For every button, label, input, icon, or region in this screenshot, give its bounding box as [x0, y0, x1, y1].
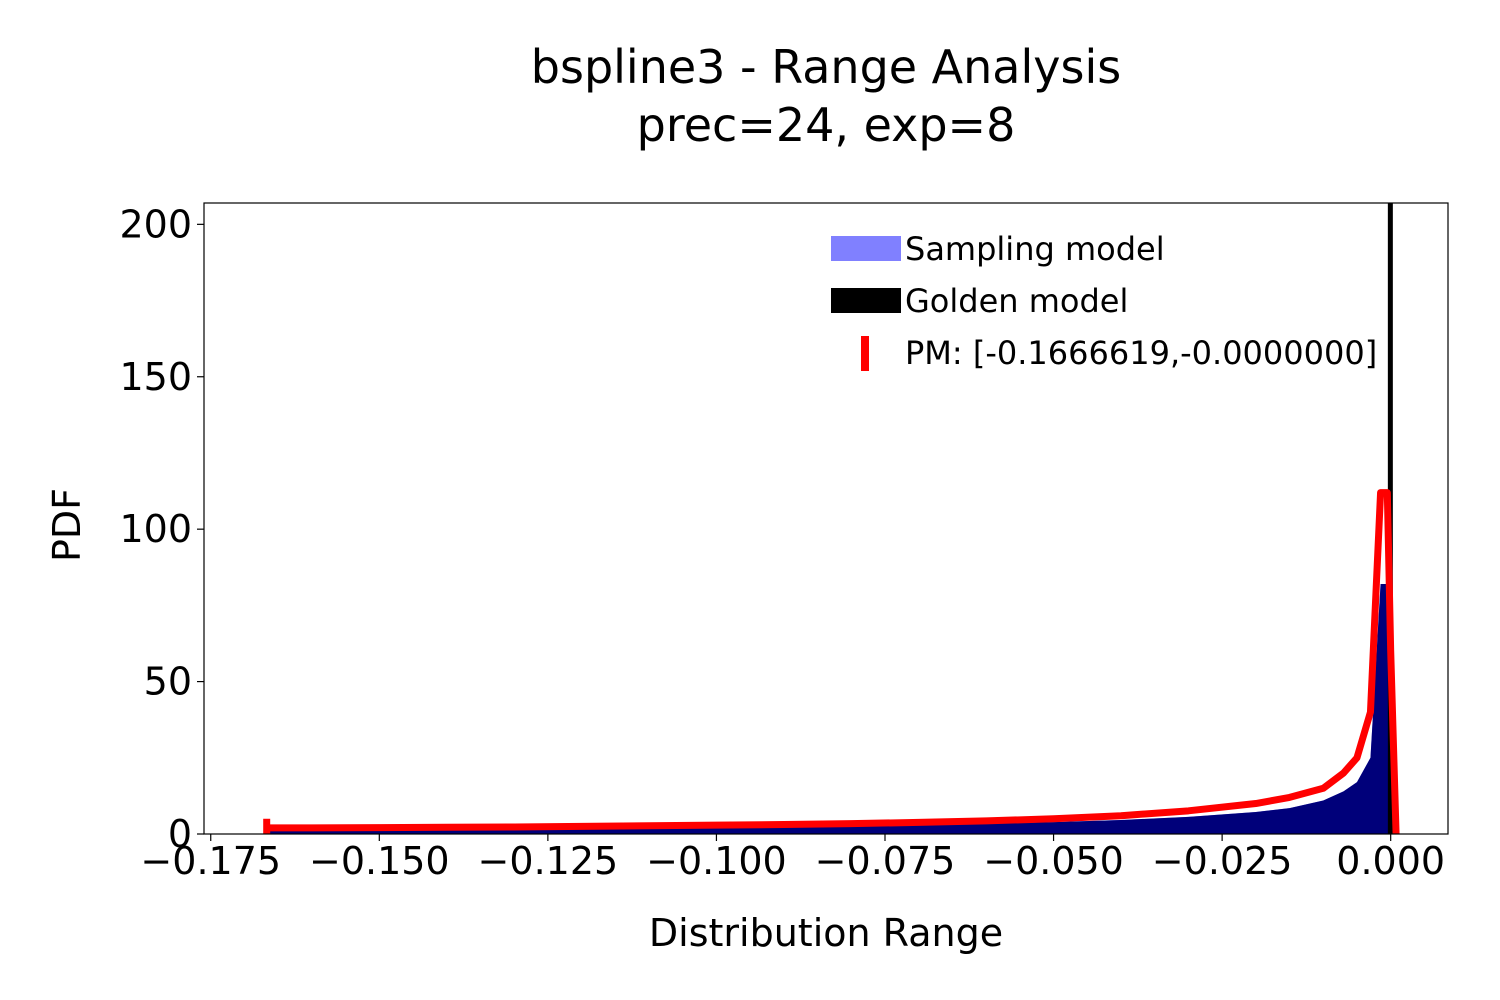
y-tick-label: 50: [144, 660, 192, 704]
x-tick-label: −0.025: [1152, 839, 1293, 883]
y-axis-label: PDF: [45, 488, 89, 562]
legend-swatch-sampling-model: [831, 236, 901, 261]
y-tick-label: 200: [119, 202, 192, 246]
x-tick-label: −0.150: [309, 839, 450, 883]
legend-swatch-golden-model: [831, 288, 901, 313]
legend: Sampling model Golden model PM: [-0.1666…: [831, 230, 1377, 372]
chart-subtitle: prec=24, exp=8: [637, 98, 1016, 152]
x-tick-label: −0.075: [815, 839, 956, 883]
x-tick-label: −0.175: [140, 839, 281, 883]
sampling-model-area: [266, 584, 1391, 834]
legend-label-golden-model: Golden model: [905, 282, 1128, 320]
y-tick-label: 0: [168, 812, 192, 856]
x-axis-label: Distribution Range: [649, 911, 1003, 955]
chart-title: bspline3 - Range Analysis: [531, 40, 1121, 94]
pm-curve: [266, 489, 1400, 834]
axes: −0.175 −0.150 −0.125 −0.100 −0.075 −0.050 −0.0…: [119, 202, 1449, 883]
legend-label-sampling-model: Sampling model: [905, 230, 1165, 268]
plot-area: [263, 203, 1400, 834]
overlap-area: [266, 584, 1391, 834]
x-tick-label: −0.050: [983, 839, 1124, 883]
legend-swatch-pm: [861, 336, 869, 371]
axes-frame: [203, 202, 1449, 835]
x-tick-label: −0.125: [478, 839, 619, 883]
y-tick-label: 150: [119, 355, 192, 399]
y-tick-label: 100: [119, 507, 192, 551]
x-tick-label: −0.100: [646, 839, 787, 883]
legend-label-pm: PM: [-0.1666619,-0.0000000]: [905, 334, 1377, 372]
x-tick-label: 0.000: [1336, 839, 1445, 883]
